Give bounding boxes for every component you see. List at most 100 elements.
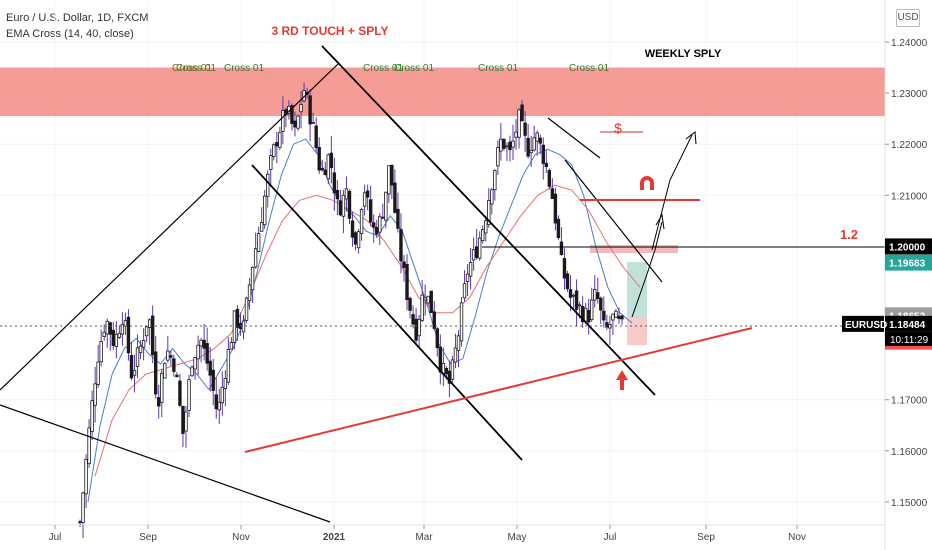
- candle-body: [393, 182, 397, 213]
- candle-body: [502, 138, 506, 149]
- countdown-label: 10:11:29: [890, 335, 929, 346]
- candle-body: [362, 192, 367, 207]
- annotation-label: $: [614, 120, 622, 136]
- cross-label: Cross 01: [394, 63, 434, 74]
- candle-body: [556, 218, 561, 239]
- candle-body: [429, 290, 433, 314]
- cross-label: Cross 01: [478, 63, 518, 74]
- candle-body: [299, 104, 303, 113]
- price-tag-label: 1.20000: [889, 242, 926, 253]
- candle-body: [157, 397, 161, 407]
- candle-body: [399, 229, 403, 262]
- cross-label: Cross 01: [363, 63, 403, 74]
- candle-body: [105, 320, 109, 335]
- cross-label: Cross 01: [569, 63, 609, 74]
- candle-body: [538, 137, 542, 144]
- candle-body: [317, 147, 321, 171]
- candle-body: [275, 142, 279, 147]
- cross-label: Cross 01: [176, 63, 216, 74]
- candle-body: [293, 120, 297, 128]
- candle-body: [353, 232, 358, 245]
- candle-body: [368, 199, 373, 223]
- annotation-label: 3 RD TOUCH + SPLY: [271, 24, 388, 38]
- cross-label: Cross 01: [172, 63, 212, 74]
- candle-body: [202, 339, 206, 349]
- candle-body: [471, 249, 476, 261]
- weekly-supply-zone: [0, 67, 885, 117]
- trend-line-up-long: [0, 63, 339, 391]
- candle-body: [123, 320, 128, 327]
- candle-body: [465, 273, 470, 283]
- candle-body: [520, 104, 524, 122]
- candle-body: [81, 492, 85, 523]
- candle-body: [372, 222, 376, 228]
- y-tick-label: 1.17000: [891, 396, 928, 407]
- candle-body: [263, 195, 267, 226]
- candle-body: [378, 216, 382, 233]
- candle-body: [499, 138, 503, 152]
- candle-body: [223, 378, 228, 390]
- candle-body: [229, 342, 234, 350]
- channel-lower-line: [251, 164, 523, 461]
- candle-body: [550, 188, 555, 200]
- flag-lower-line: [564, 159, 663, 283]
- candle-body: [574, 290, 579, 310]
- candles: [78, 82, 624, 539]
- candle-body: [547, 170, 552, 187]
- candle-body: [493, 170, 497, 191]
- candle-body: [532, 137, 536, 151]
- candle-body: [599, 297, 603, 311]
- y-tick-label: 1.15000: [891, 498, 928, 509]
- currency-button[interactable]: USD: [896, 9, 920, 27]
- candle-body: [314, 125, 318, 149]
- candle-body: [571, 294, 576, 297]
- candle-body: [508, 141, 512, 151]
- candle-body: [332, 172, 337, 194]
- candle-body: [423, 297, 427, 301]
- price-tag-box: [885, 238, 932, 255]
- y-tick-label: 1.21000: [891, 191, 928, 202]
- candle-body: [217, 401, 221, 411]
- candle-body: [150, 315, 155, 356]
- x-tick-label: Sep: [697, 532, 715, 543]
- candle-body: [269, 155, 273, 170]
- y-tick-label: 1.22000: [891, 140, 928, 151]
- candle-body: [593, 288, 597, 301]
- channel-upper-line: [321, 45, 656, 396]
- candle-body: [344, 188, 349, 200]
- candle-body: [484, 220, 488, 234]
- x-tick-label: Nov: [788, 532, 806, 543]
- candle-body: [411, 314, 415, 325]
- candle-body: [356, 231, 361, 249]
- cross-label: Cross 01: [224, 63, 264, 74]
- candle-body: [559, 241, 564, 255]
- chart-legend: Euro / U.S. Dollar, 1D, FXCM EMA Cross (…: [6, 10, 148, 42]
- candle-body: [102, 331, 106, 337]
- candle-body: [586, 309, 591, 323]
- price-tag-label: 1.19683: [889, 259, 926, 270]
- candle-body: [93, 383, 97, 406]
- trend-line-lower: [0, 404, 331, 523]
- candle-body: [459, 302, 464, 342]
- candle-body: [323, 169, 327, 176]
- candle-body: [562, 258, 567, 279]
- candle-body: [138, 345, 143, 354]
- candle-body: [278, 132, 282, 148]
- candle-body: [387, 165, 391, 195]
- drawings: [0, 45, 885, 523]
- candle-body: [232, 310, 237, 343]
- target-zone: [590, 245, 678, 253]
- candle-body: [308, 95, 312, 125]
- candle-body: [447, 370, 452, 384]
- candle-body: [453, 347, 458, 363]
- price-tag-box: [885, 254, 932, 271]
- candle-body: [193, 357, 197, 370]
- price-tag-box: [885, 315, 932, 332]
- candle-body: [341, 194, 346, 217]
- annotation-label: WEEKLY SPLY: [645, 48, 722, 60]
- candle-body: [565, 273, 570, 290]
- price-tag-label: 1.18484: [889, 320, 926, 331]
- candle-body: [462, 283, 467, 299]
- candle-body: [166, 350, 170, 361]
